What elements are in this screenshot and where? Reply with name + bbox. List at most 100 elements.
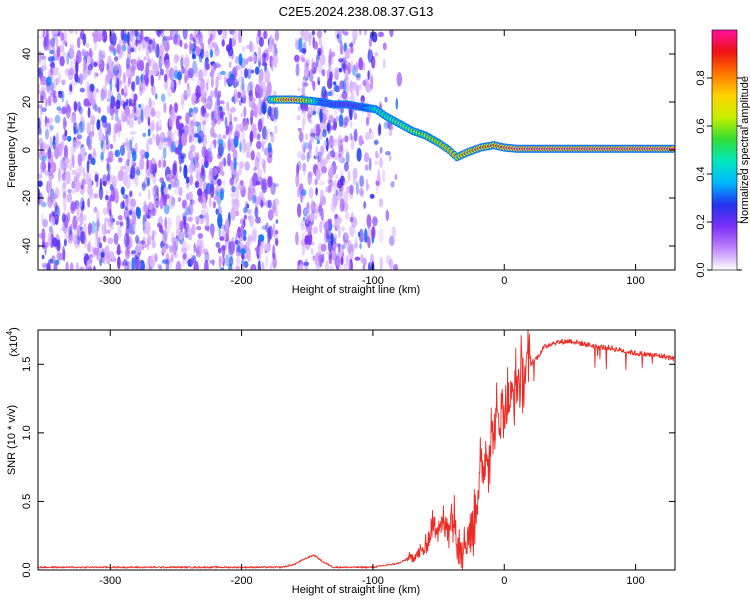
noise-speckle — [88, 266, 93, 270]
noise-speckle — [300, 220, 305, 227]
noise-speckle — [141, 154, 145, 160]
noise-speckle — [337, 250, 343, 257]
noise-speckle — [130, 136, 135, 142]
noise-speckle — [87, 222, 92, 235]
noise-speckle — [249, 214, 254, 227]
noise-speckle — [327, 150, 332, 160]
noise-speckle — [148, 97, 152, 109]
noise-speckle — [349, 47, 354, 54]
y-tick-label: 40 — [21, 48, 33, 60]
noise-speckle — [370, 76, 373, 91]
noise-speckle — [247, 188, 253, 202]
noise-speckle — [173, 140, 180, 147]
noise-speckle — [313, 134, 320, 140]
noise-speckle — [395, 97, 399, 110]
noise-speckle — [131, 256, 135, 270]
noise-speckle — [113, 108, 119, 115]
noise-speckle — [195, 67, 199, 73]
noise-speckle — [84, 50, 90, 58]
noise-speckle — [202, 120, 207, 126]
noise-speckle — [194, 160, 200, 168]
noise-speckle — [106, 62, 109, 72]
noise-speckle — [227, 138, 231, 152]
noise-speckle — [367, 237, 371, 249]
spectrogram-x-label: Height of straight line (km) — [292, 284, 420, 296]
noise-speckle — [93, 71, 97, 80]
noise-speckle — [76, 37, 81, 49]
noise-speckle — [38, 104, 41, 109]
noise-speckle — [76, 140, 82, 146]
noise-speckle — [256, 36, 260, 41]
noise-speckle — [154, 253, 158, 262]
noise-speckle — [129, 130, 136, 136]
noise-speckle — [180, 93, 185, 106]
noise-speckle — [212, 140, 217, 145]
noise-speckle — [178, 80, 181, 86]
noise-speckle — [117, 225, 122, 239]
noise-speckle — [374, 160, 379, 166]
noise-speckle — [169, 67, 175, 81]
noise-speckle — [61, 185, 67, 195]
noise-speckle — [94, 103, 98, 113]
noise-speckle — [358, 187, 364, 196]
noise-speckle — [336, 34, 340, 39]
noise-speckle — [305, 133, 308, 141]
noise-speckle — [131, 65, 137, 72]
x-tick-label: 100 — [626, 575, 644, 587]
noise-speckle — [212, 167, 218, 177]
noise-speckle — [88, 47, 92, 59]
noise-speckle — [255, 140, 262, 150]
noise-speckle — [243, 260, 249, 268]
noise-speckle — [199, 214, 204, 219]
noise-speckle — [266, 109, 271, 114]
noise-speckle — [109, 208, 112, 217]
noise-speckle — [49, 177, 52, 193]
noise-speckle — [295, 55, 300, 66]
noise-speckle — [214, 87, 218, 99]
noise-speckle — [51, 144, 58, 150]
noise-speckle — [100, 140, 104, 149]
noise-speckle — [262, 261, 265, 270]
noise-speckle — [70, 189, 76, 194]
noise-speckle — [349, 216, 354, 223]
noise-speckle — [39, 197, 44, 205]
noise-speckle — [45, 121, 51, 128]
noise-speckle — [267, 142, 272, 153]
colorbar-ticks: 0.0 0.2 0.4 0.6 0.8 — [695, 70, 742, 278]
noise-speckle — [133, 99, 137, 114]
noise-speckle — [217, 143, 224, 157]
noise-speckle — [50, 37, 56, 48]
noise-speckle — [229, 240, 236, 255]
noise-speckle — [81, 117, 86, 132]
noise-speckle — [87, 153, 93, 165]
noise-speckle — [139, 240, 146, 245]
noise-speckle — [272, 244, 276, 260]
noise-speckle — [127, 43, 132, 55]
noise-speckle — [122, 72, 126, 84]
noise-speckle — [252, 55, 258, 62]
noise-speckle — [240, 57, 246, 69]
noise-speckle — [68, 68, 75, 76]
noise-speckle — [127, 150, 131, 162]
noise-speckle — [201, 196, 207, 209]
noise-speckle — [105, 140, 110, 151]
noise-speckle — [107, 105, 110, 114]
noise-speckle — [56, 46, 61, 58]
noise-speckle — [122, 193, 128, 200]
noise-speckle — [184, 54, 190, 69]
noise-speckle — [70, 170, 76, 176]
x-tick-label: 0 — [501, 575, 507, 587]
noise-speckle — [69, 44, 75, 59]
noise-speckle — [61, 79, 66, 86]
noise-speckle — [129, 190, 133, 198]
noise-speckle — [197, 233, 204, 239]
noise-speckle — [334, 67, 340, 73]
noise-speckle — [86, 160, 90, 174]
noise-speckle — [233, 66, 239, 71]
noise-speckle — [108, 150, 114, 163]
noise-speckle — [350, 140, 355, 150]
noise-speckle — [190, 111, 197, 117]
noise-speckle — [62, 249, 66, 262]
noise-speckle — [209, 142, 213, 153]
noise-speckle — [148, 168, 153, 180]
